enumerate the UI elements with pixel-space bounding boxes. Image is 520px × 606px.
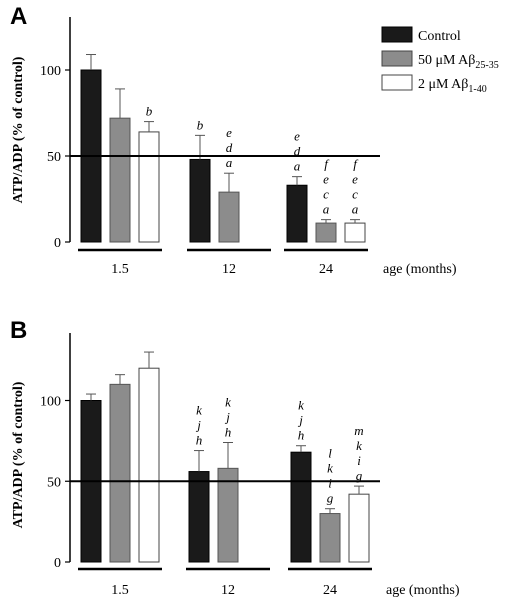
- significance-letter: k: [196, 403, 202, 418]
- x-axis-label: age (months): [386, 583, 460, 598]
- y-axis-label: ATP/ADP (% of control): [11, 56, 26, 203]
- legend-label-text: 2 μM Aβ: [418, 77, 468, 92]
- x-tick-label: 1.5: [111, 583, 129, 598]
- significance-letter: j: [224, 409, 230, 424]
- y-axis-label: ATP/ADP (% of control): [11, 381, 26, 528]
- y-tick-label: 50: [47, 475, 61, 490]
- legend-label: 2 μM Aβ1-40: [418, 77, 487, 95]
- legend-label-text: 50 μM Aβ: [418, 53, 475, 68]
- bar-control-12: [189, 158, 211, 243]
- significance-letter: k: [356, 438, 362, 453]
- legend-label: Control: [418, 29, 461, 44]
- bar-abeta25-35-1.5: [109, 117, 131, 243]
- significance-letter: c: [323, 187, 329, 202]
- significance-letter: h: [196, 433, 203, 448]
- legend-swatch-abeta1-40: [381, 74, 413, 91]
- y-tick-label: 0: [54, 556, 61, 571]
- significance-letter: g: [356, 468, 363, 483]
- x-tick-label: 24: [323, 583, 337, 598]
- significance-letter: a: [226, 155, 233, 170]
- bar-control-24: [290, 451, 312, 563]
- y-tick-label: 100: [40, 395, 61, 410]
- bar-abeta25-35-12: [218, 191, 240, 243]
- legend-swatch-control: [381, 26, 413, 43]
- bar-abeta1-40-1.5: [138, 367, 160, 563]
- x-axis-label: age (months): [383, 262, 457, 277]
- significance-letter: m: [354, 423, 363, 438]
- panel-letter: A: [10, 3, 27, 30]
- significance-letter: k: [327, 461, 333, 476]
- significance-letter: j: [195, 418, 201, 433]
- y-tick-label: 0: [54, 236, 61, 251]
- significance-letter: c: [352, 187, 358, 202]
- legend-label-subscript: 1-40: [468, 84, 486, 95]
- y-tick-label: 100: [40, 64, 61, 79]
- significance-letter: k: [298, 398, 304, 413]
- bar-abeta1-40-24: [344, 222, 366, 243]
- legend-swatch-abeta25-35: [381, 50, 413, 67]
- legend-label: 50 μM Aβ25-35: [418, 53, 499, 71]
- significance-letter: f: [324, 157, 330, 172]
- bar-control-12: [188, 471, 210, 563]
- significance-letter: j: [297, 413, 303, 428]
- significance-letter: e: [226, 125, 232, 140]
- panel-letter: B: [10, 317, 27, 344]
- significance-letter: b: [146, 104, 153, 119]
- legend-label-subscript: 25-35: [475, 60, 498, 71]
- significance-letter: a: [294, 159, 301, 174]
- bar-abeta1-40-1.5: [138, 131, 160, 243]
- bar-control-24: [286, 184, 308, 243]
- legend: Control 50 μM Aβ25-35 2 μM Aβ1-40: [381, 26, 499, 95]
- bar-abeta1-40-24: [348, 493, 370, 563]
- significance-letter: i: [357, 453, 361, 468]
- significance-letter: e: [323, 172, 329, 187]
- bar-abeta25-35-24: [319, 513, 341, 563]
- legend-label-text: Control: [418, 29, 461, 44]
- bar-abeta25-35-1.5: [109, 383, 131, 563]
- x-tick-label: 12: [221, 583, 235, 598]
- significance-letter: d: [226, 140, 233, 155]
- significance-letter: e: [352, 172, 358, 187]
- bar-abeta25-35-12: [217, 467, 239, 563]
- significance-letter: k: [225, 394, 231, 409]
- significance-letter: b: [197, 117, 204, 132]
- x-tick-label: 12: [222, 262, 236, 277]
- significance-letter: e: [294, 129, 300, 144]
- significance-letter: a: [352, 202, 359, 217]
- significance-letter: a: [323, 202, 330, 217]
- x-tick-label: 24: [319, 262, 333, 277]
- significance-letter: l: [328, 446, 332, 461]
- significance-letter: g: [327, 491, 334, 506]
- significance-letter: f: [353, 157, 359, 172]
- significance-letter: d: [294, 144, 301, 159]
- significance-letter: h: [298, 428, 305, 443]
- bar-abeta25-35-24: [315, 222, 337, 243]
- y-tick-label: 50: [47, 150, 61, 165]
- significance-letter: i: [328, 476, 332, 491]
- significance-letter: h: [225, 424, 232, 439]
- x-tick-label: 1.5: [111, 262, 129, 277]
